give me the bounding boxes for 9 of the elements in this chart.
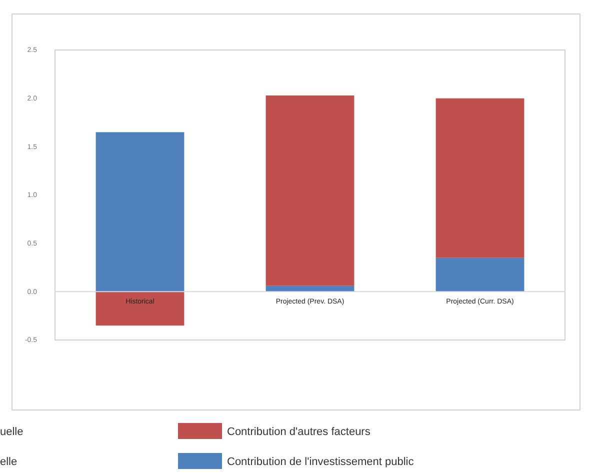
bar	[96, 292, 184, 326]
text: elle	[0, 456, 18, 468]
legend-label: Contribution de l'investissement public	[227, 456, 414, 468]
text: uelle	[0, 426, 24, 438]
bar	[266, 95, 354, 286]
bar	[436, 258, 524, 292]
legend-label: Contribution d'autres facteurs	[227, 426, 371, 438]
bar	[436, 98, 524, 258]
bar	[96, 132, 184, 292]
